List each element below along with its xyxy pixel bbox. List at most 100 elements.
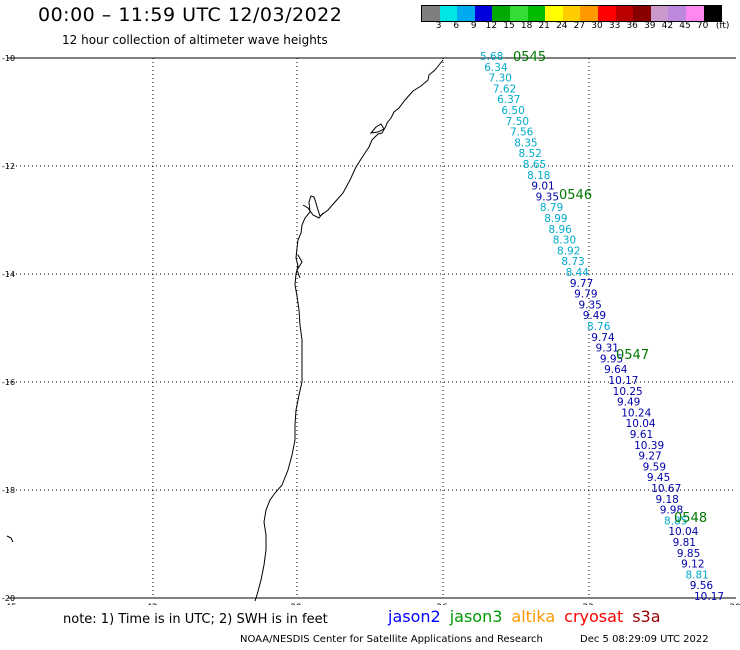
color-scale-label: 9 bbox=[470, 21, 477, 31]
satellite-legend-altika: altika bbox=[511, 607, 556, 626]
coastline-island bbox=[369, 123, 385, 134]
altimeter-readings: 5.686.347.307.626.376.507.507.568.358.52… bbox=[480, 51, 724, 603]
satellite-legend-jason2: jason2 bbox=[388, 607, 441, 626]
wave-height-reading: 8.18 bbox=[527, 170, 550, 182]
color-scale-label: 27 bbox=[573, 21, 586, 31]
pass-time-label: 0548 bbox=[674, 511, 707, 526]
color-swatch bbox=[474, 6, 493, 21]
wave-height-reading: 9.35 bbox=[536, 191, 559, 203]
wave-height-reading: 10.39 bbox=[634, 440, 664, 452]
wave-height-reading: 10.17 bbox=[694, 591, 724, 603]
color-scale-label: 30 bbox=[591, 21, 603, 31]
longitude-label: -42 bbox=[143, 603, 158, 605]
color-scale-label: 33 bbox=[608, 21, 621, 31]
color-scale-label: 18 bbox=[520, 21, 533, 31]
longitude-label: -39 bbox=[287, 603, 302, 605]
latitude-label: -14 bbox=[2, 270, 15, 279]
wave-height-reading: 8.92 bbox=[557, 245, 580, 257]
color-swatch bbox=[615, 6, 634, 21]
latitude-label: -10 bbox=[2, 54, 15, 63]
footer-generated-time: Dec 5 08:29:09 UTC 2022 bbox=[580, 634, 709, 645]
wave-height-reading: 7.30 bbox=[489, 73, 512, 85]
color-scale-label: 15 bbox=[503, 21, 515, 31]
color-swatch bbox=[545, 6, 563, 21]
wave-height-color-scale bbox=[421, 5, 723, 22]
wave-height-reading: 8.44 bbox=[566, 267, 590, 279]
color-swatch bbox=[703, 6, 722, 21]
wave-height-reading: 10.67 bbox=[651, 483, 681, 495]
color-swatch bbox=[633, 6, 651, 21]
wave-height-reading: 7.62 bbox=[493, 83, 516, 95]
wave-height-reading: 8.96 bbox=[548, 224, 572, 236]
color-scale-label: 45 bbox=[679, 21, 691, 31]
wave-height-reading: 9.49 bbox=[583, 310, 606, 322]
wave-height-reading: 10.25 bbox=[613, 386, 643, 398]
color-swatch bbox=[668, 6, 686, 21]
wave-height-reading: 9.18 bbox=[655, 494, 678, 506]
color-swatch bbox=[457, 6, 475, 21]
map-plot: -10 -12 -14 -16 -18 -20-45 -42 -39 -36 -33 -30 5.6… bbox=[2, 50, 740, 605]
color-swatch bbox=[422, 6, 440, 21]
wave-height-reading: 9.98 bbox=[660, 505, 683, 517]
wave-height-reading: 10.24 bbox=[621, 407, 651, 419]
satellite-legend-jason3: jason3 bbox=[449, 607, 503, 626]
color-scale-label: 24 bbox=[556, 21, 568, 31]
wave-height-reading: 8.85 bbox=[664, 515, 687, 527]
wave-height-reading: 6.34 bbox=[484, 62, 508, 74]
longitude-label: -33 bbox=[579, 603, 594, 605]
color-scale-label: 70 bbox=[696, 21, 709, 31]
color-scale-label: 21 bbox=[538, 21, 550, 31]
wave-height-reading: 7.50 bbox=[506, 116, 529, 128]
longitude-label: -36 bbox=[433, 603, 448, 605]
color-swatch bbox=[439, 6, 458, 21]
wave-height-reading: 10.04 bbox=[668, 526, 698, 538]
color-swatch bbox=[562, 6, 581, 21]
color-swatch bbox=[685, 6, 704, 21]
latitude-label: -16 bbox=[2, 378, 15, 387]
wave-height-reading: 8.76 bbox=[587, 321, 611, 333]
color-swatch bbox=[492, 6, 510, 21]
map-frame bbox=[8, 57, 736, 599]
wave-height-reading: 10.17 bbox=[608, 375, 638, 387]
color-scale-label: 3 bbox=[435, 21, 442, 31]
color-swatch bbox=[650, 6, 669, 21]
wave-height-reading: 9.81 bbox=[673, 537, 696, 549]
wave-height-reading: 9.64 bbox=[604, 364, 628, 376]
page-title: 00:00 – 11:59 UTC 12/03/2022 bbox=[38, 4, 343, 26]
wave-height-reading: 9.61 bbox=[630, 429, 653, 441]
wave-height-reading: 9.31 bbox=[596, 343, 619, 355]
wave-height-reading: 9.45 bbox=[647, 472, 670, 484]
wave-height-reading: 9.56 bbox=[690, 580, 714, 592]
color-swatch bbox=[509, 6, 528, 21]
wave-height-reading: 9.77 bbox=[570, 278, 593, 290]
footer-credit: NOAA/NESDIS Center for Satellite Applica… bbox=[240, 634, 543, 645]
longitude-label: -45 bbox=[2, 603, 17, 605]
wave-height-reading: 8.99 bbox=[544, 213, 567, 225]
wave-height-reading: 8.30 bbox=[553, 235, 576, 247]
satellite-legend-cryosat: cryosat bbox=[564, 607, 624, 626]
wave-height-reading: 7.56 bbox=[510, 127, 534, 139]
color-scale-label: 42 bbox=[661, 21, 674, 31]
wave-height-reading: 9.27 bbox=[638, 451, 661, 463]
color-swatch bbox=[527, 6, 546, 21]
offshore-marker bbox=[6, 535, 14, 543]
wave-height-reading: 9.01 bbox=[531, 181, 554, 193]
wave-height-reading: 9.12 bbox=[681, 559, 704, 571]
wave-height-reading: 9.35 bbox=[578, 299, 601, 311]
pass-time-label: 0547 bbox=[616, 348, 649, 363]
wave-height-reading: 9.49 bbox=[617, 397, 640, 409]
latitude-label: -12 bbox=[2, 162, 15, 171]
color-scale-labels: 3 6 9 12 15 18 21 24 27 30 33 36 39 42 45 70 (ft) bbox=[421, 21, 740, 33]
pass-time-label: 0546 bbox=[559, 188, 592, 203]
wave-height-reading: 8.35 bbox=[514, 137, 537, 149]
wave-height-reading: 10.04 bbox=[626, 418, 656, 430]
wave-height-reading: 9.79 bbox=[574, 289, 597, 301]
color-scale-label: 36 bbox=[626, 21, 638, 31]
map-grid bbox=[8, 58, 736, 598]
wave-height-reading: 6.50 bbox=[501, 105, 524, 117]
wave-height-reading: 6.37 bbox=[497, 94, 520, 106]
wave-height-reading: 9.74 bbox=[591, 332, 615, 344]
wave-height-reading: 8.79 bbox=[540, 202, 563, 214]
wave-height-reading: 9.95 bbox=[600, 353, 623, 365]
wave-height-reading: 9.59 bbox=[643, 461, 666, 473]
